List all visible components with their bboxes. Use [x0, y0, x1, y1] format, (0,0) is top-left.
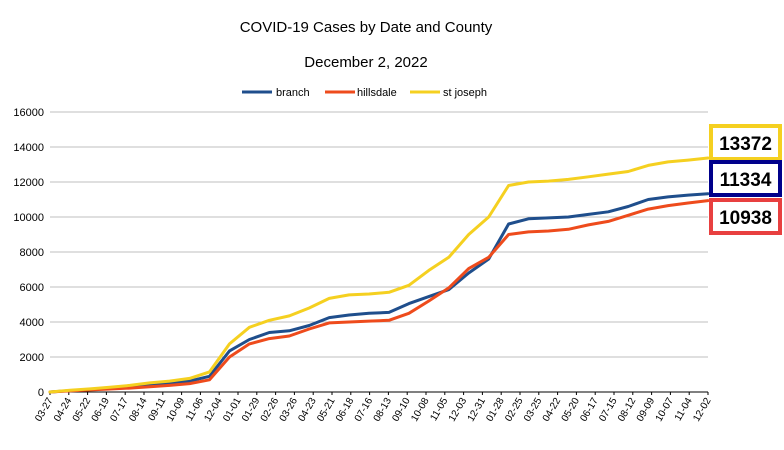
chart-title: COVID-19 Cases by Date and County	[240, 19, 493, 36]
end-label-st-joseph: 13372	[709, 124, 782, 161]
gridlines	[50, 111, 708, 393]
series-line-hillsdale	[48, 199, 710, 394]
y-tick-label: 4000	[20, 317, 44, 329]
series-lines	[48, 156, 710, 394]
end-label-box	[709, 124, 782, 161]
y-tick-label: 0	[38, 387, 44, 399]
y-tick-label: 12000	[13, 177, 44, 189]
series-line-st-joseph	[48, 156, 710, 394]
legend-label: hillsdale	[357, 87, 397, 99]
end-label-value: 11334	[720, 170, 772, 191]
end-value-labels: 13372 11334 10938	[709, 124, 782, 235]
legend-label: branch	[276, 87, 310, 99]
x-tick-label: 08-14	[127, 396, 150, 424]
y-tick-label: 10000	[13, 212, 44, 224]
y-tick-label: 8000	[20, 247, 44, 259]
end-label-box	[709, 160, 782, 197]
y-tick-label: 6000	[20, 282, 44, 294]
end-label-hillsdale: 10938	[709, 198, 782, 235]
x-axis: 03-2704-2405-2206-1907-1708-1409-1110-09…	[33, 392, 714, 424]
end-label-box	[709, 198, 782, 235]
y-tick-label: 16000	[13, 107, 44, 119]
legend-label: st joseph	[443, 87, 487, 99]
x-tick-label: 10-09	[165, 396, 188, 424]
y-tick-label: 2000	[20, 352, 44, 364]
x-tick-label: 10-07	[654, 396, 677, 424]
x-tick-label: 10-08	[409, 396, 432, 424]
y-axis: 0 2000 4000 6000 8000 10000 12000 14000 16000	[13, 107, 44, 399]
legend: branch hillsdale st joseph	[242, 87, 487, 99]
end-label-value: 10938	[719, 208, 772, 229]
series-line-branch	[48, 192, 710, 394]
end-label-value: 13372	[719, 134, 772, 155]
y-tick-label: 14000	[13, 142, 44, 154]
chart-subtitle: December 2, 2022	[304, 54, 427, 71]
x-tick-label: 12-02	[691, 396, 714, 424]
end-label-branch: 11334	[709, 160, 782, 197]
